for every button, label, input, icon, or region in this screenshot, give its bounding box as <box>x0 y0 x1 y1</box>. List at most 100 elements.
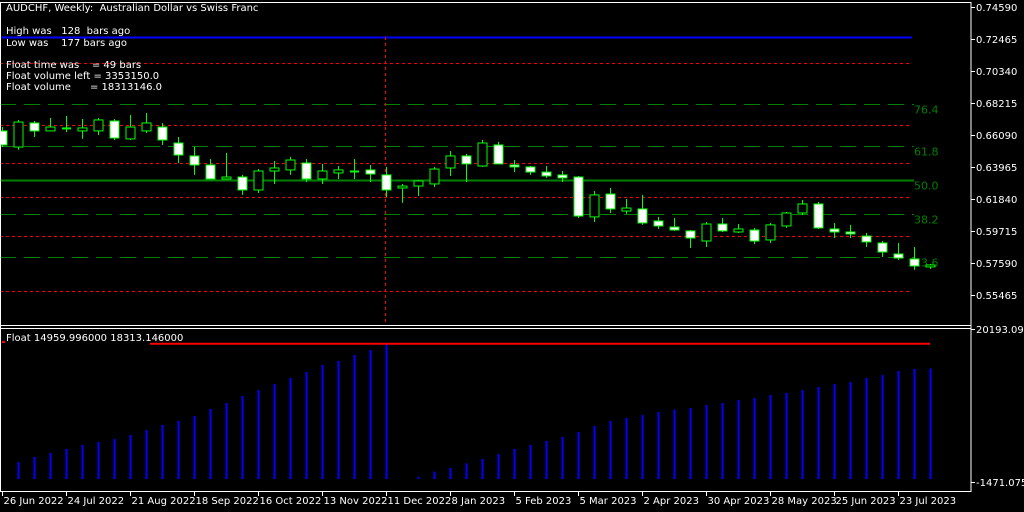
candle[interactable] <box>685 230 696 248</box>
candle[interactable] <box>157 122 168 145</box>
candle[interactable] <box>141 113 152 134</box>
candle[interactable] <box>861 233 872 248</box>
candle[interactable] <box>350 158 359 179</box>
candle[interactable] <box>0 127 8 148</box>
candle[interactable] <box>653 216 664 229</box>
candle-body <box>829 228 840 233</box>
candle[interactable] <box>765 222 776 243</box>
time-tick-label: 28 May 2023 <box>772 496 837 507</box>
candle-body <box>733 228 744 233</box>
candle-body <box>301 162 312 180</box>
float-time-info: Float time was = 49 bars <box>6 60 142 71</box>
price-tick-label: 0.61840 <box>976 195 1017 206</box>
candle[interactable] <box>253 169 264 193</box>
fibo-level-label: 50.0 <box>914 180 939 193</box>
candle-body <box>653 220 664 227</box>
candle[interactable] <box>733 223 744 234</box>
candle[interactable] <box>509 159 520 173</box>
low-info: Low was 177 bars ago <box>6 38 127 49</box>
candle[interactable] <box>77 119 88 139</box>
candle[interactable] <box>381 166 392 198</box>
candle[interactable] <box>573 175 584 218</box>
candle[interactable] <box>717 217 728 232</box>
candle-body <box>749 229 760 242</box>
candle-body <box>701 223 712 242</box>
candle[interactable] <box>669 217 680 231</box>
volume-pane[interactable] <box>2 341 932 479</box>
candle-body <box>285 159 296 171</box>
price-tick-label: 0.55465 <box>976 291 1017 302</box>
candle[interactable] <box>845 224 856 239</box>
candle[interactable] <box>237 174 248 195</box>
chart-title: AUDCHF, Weekly: Australian Dollar vs Swi… <box>6 3 259 14</box>
candle[interactable] <box>525 166 536 175</box>
candle[interactable] <box>781 211 792 228</box>
candle[interactable] <box>173 136 184 164</box>
candle[interactable] <box>93 117 104 135</box>
candle[interactable] <box>189 147 200 175</box>
candle[interactable] <box>445 150 456 176</box>
candle[interactable] <box>541 166 552 178</box>
candle[interactable] <box>813 202 824 229</box>
candle[interactable] <box>45 117 56 132</box>
float-volume-info: Float volume = 18313146.0 <box>6 82 162 93</box>
time-axis[interactable]: 26 Jun 2022 24 Jul 2022 21 Aug 2022 18 Sep … <box>2 491 957 507</box>
candle[interactable] <box>125 114 136 140</box>
candle[interactable] <box>365 164 376 182</box>
candle[interactable] <box>221 152 232 180</box>
time-tick-label: 25 Jun 2023 <box>836 496 896 507</box>
candle[interactable] <box>749 227 760 245</box>
candle[interactable] <box>301 158 312 182</box>
candle-body <box>605 193 616 210</box>
candle[interactable] <box>29 120 40 137</box>
candle-body <box>381 174 392 191</box>
candle[interactable] <box>62 116 71 132</box>
candle[interactable] <box>701 222 712 248</box>
volume-tick-label: -1471.0756 <box>976 478 1024 489</box>
price-tick-label: 0.70340 <box>976 67 1017 78</box>
candle[interactable] <box>477 139 488 167</box>
price-tick-label: 0.63965 <box>976 163 1017 174</box>
candle[interactable] <box>637 194 648 225</box>
price-tick-label: 0.59715 <box>976 227 1017 238</box>
candle[interactable] <box>317 163 328 184</box>
price-tick-label: 0.57590 <box>976 259 1017 270</box>
candle-body <box>493 144 504 165</box>
time-tick-label: 30 Apr 2023 <box>708 496 770 507</box>
candle-body <box>93 119 104 132</box>
price-axis[interactable]: 0.74590 0.72465 0.70340 0.68215 0.66090 0.639… <box>971 3 1017 302</box>
candle[interactable] <box>877 241 888 257</box>
candle[interactable] <box>397 183 408 203</box>
candle-body <box>717 223 728 232</box>
candle-body <box>413 180 424 187</box>
candle[interactable] <box>797 199 808 215</box>
candle[interactable] <box>429 166 440 187</box>
candle[interactable] <box>333 166 344 179</box>
candle[interactable] <box>269 161 280 184</box>
candle-body <box>525 166 536 173</box>
time-tick-label: 13 Nov 2022 <box>324 496 388 507</box>
candle[interactable] <box>621 199 632 214</box>
candle-body <box>429 168 440 185</box>
candle-body <box>173 142 184 156</box>
candle-body <box>477 142 488 167</box>
candle[interactable] <box>605 188 616 214</box>
candle[interactable] <box>205 158 216 180</box>
candle[interactable] <box>285 156 296 175</box>
candle[interactable] <box>893 242 904 260</box>
candle[interactable] <box>461 153 472 182</box>
candle[interactable] <box>493 141 504 165</box>
time-tick-label: 2 Apr 2023 <box>644 496 699 507</box>
candle[interactable] <box>829 222 840 239</box>
candle[interactable] <box>557 170 568 182</box>
fibo-level-label: 76.4 <box>914 104 939 117</box>
price-pane[interactable]: 76.461.850.038.223.6 <box>0 36 939 325</box>
candle-body <box>45 126 56 132</box>
candle[interactable] <box>909 247 920 270</box>
candle[interactable] <box>109 119 120 140</box>
candle[interactable] <box>13 119 24 150</box>
candle-body <box>365 169 376 175</box>
candle[interactable] <box>413 180 424 196</box>
candle[interactable] <box>925 263 936 270</box>
candle[interactable] <box>589 191 600 223</box>
